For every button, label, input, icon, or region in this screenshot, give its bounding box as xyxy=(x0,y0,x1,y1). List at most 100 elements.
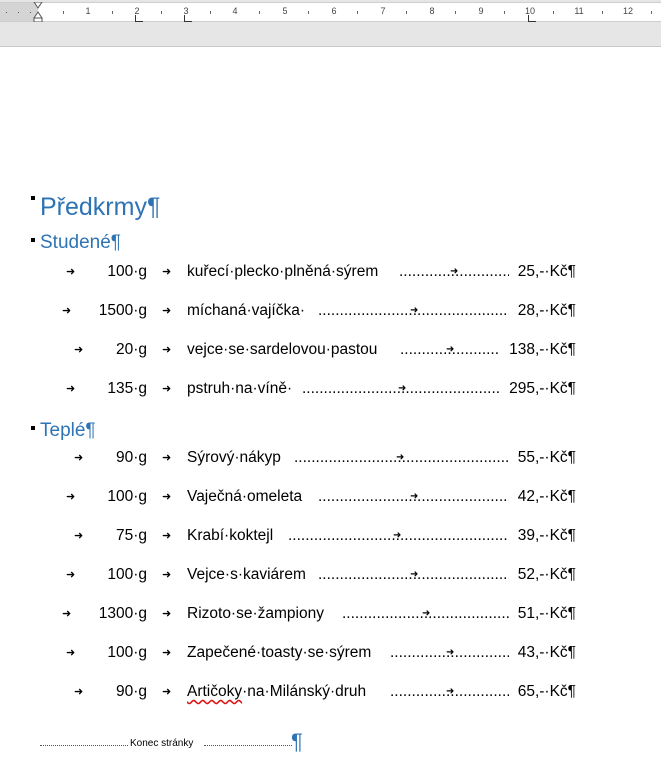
tab-stop-marker[interactable] xyxy=(184,15,192,22)
row-price: 138,-·Kč¶ xyxy=(509,341,576,358)
row-quantity: 20·g xyxy=(115,341,147,358)
ruler-number: 8 xyxy=(429,6,435,16)
pilcrow-icon: ¶ xyxy=(291,729,303,754)
tab-arrow-icon: ➜ xyxy=(162,266,172,278)
tab-arrow-icon: ➜ xyxy=(162,569,172,581)
page-break-line xyxy=(40,745,128,746)
ruler-number: 5 xyxy=(282,6,288,16)
row-item: vejce·se·sardelovou·pastou xyxy=(187,341,378,358)
row-item: kuřecí·plecko·plněná·sýrem xyxy=(187,263,379,280)
ruler-dot xyxy=(18,12,19,13)
row-quantity: 90·g xyxy=(115,449,147,466)
ruler-number: 1 xyxy=(85,6,91,16)
tab-leader: ................................. xyxy=(390,683,509,700)
ruler-tick xyxy=(406,11,407,14)
row-item: míchaná·vajíčka· xyxy=(187,302,306,319)
tab-arrow-icon: ➜ xyxy=(66,647,76,659)
page-break[interactable]: Konec stránky ¶ xyxy=(40,729,310,754)
tab-leader: ........................................… xyxy=(318,488,509,505)
row-quantity: 135·g xyxy=(107,380,147,397)
heading-teple[interactable]: Teplé¶ xyxy=(40,420,96,441)
ruler-number: 10 xyxy=(524,6,535,16)
ruler-number: 11 xyxy=(574,6,584,16)
tab-arrow-icon: ➜ xyxy=(162,491,172,503)
tab-arrow-icon: ➜ xyxy=(393,530,402,541)
ruler-dot xyxy=(6,12,7,13)
tab-arrow-icon: ➜ xyxy=(162,530,172,542)
tab-arrow-icon: ➜ xyxy=(410,569,419,580)
tab-leader: ........................................… xyxy=(318,566,509,583)
row-item: Vaječná·omeleta xyxy=(187,488,303,505)
ruler-tick xyxy=(651,11,652,14)
ruler-tick xyxy=(504,11,505,14)
tab-leader: ............................... xyxy=(399,263,509,280)
row-quantity: 100·g xyxy=(107,566,147,583)
tab-leader: ........................................… xyxy=(342,605,509,622)
ruler-number: 12 xyxy=(622,6,633,16)
indent-marker-icon[interactable] xyxy=(33,2,43,22)
menu-row[interactable]: ➜ 100·g ➜ Zapečené·toasty·se·sýrem .....… xyxy=(0,643,661,663)
tab-arrow-icon: ➜ xyxy=(446,686,455,697)
tab-leader: ........................................… xyxy=(318,302,509,319)
spelling-error-word[interactable]: Artičoky xyxy=(187,683,243,700)
ruler-number: 2 xyxy=(134,6,140,16)
row-quantity: 90·g xyxy=(115,683,147,700)
tab-leader: ............................ xyxy=(400,341,500,358)
ruler-strip: 1 2 3 4 5 6 7 8 9 10 11 12 xyxy=(0,2,661,22)
tab-arrow-icon: ➜ xyxy=(62,305,72,317)
tab-leader: ........................................… xyxy=(288,527,509,544)
tab-arrow-icon: ➜ xyxy=(398,383,407,394)
tab-arrow-icon: ➜ xyxy=(446,647,455,658)
menu-row[interactable]: ➜ 1500·g ➜ míchaná·vajíčka· ............… xyxy=(0,301,661,321)
tab-arrow-icon: ➜ xyxy=(62,608,72,620)
ruler-tick xyxy=(63,11,64,14)
tab-arrow-icon: ➜ xyxy=(162,686,172,698)
ruler-tick xyxy=(357,11,358,14)
row-item-rest: ·na·Milánský·druh xyxy=(242,683,367,700)
tab-arrow-icon: ➜ xyxy=(410,491,419,502)
tab-arrow-icon: ➜ xyxy=(450,266,459,277)
tab-leader: ........................................… xyxy=(302,380,500,397)
row-item: Vejce·s·kaviárem xyxy=(187,566,306,583)
menu-row[interactable]: ➜ 100·g ➜ Vejce·s·kaviárem .............… xyxy=(0,565,661,585)
tab-arrow-icon: ➜ xyxy=(66,491,76,503)
menu-row[interactable]: ➜ 75·g ➜ Krabí·koktejl .................… xyxy=(0,526,661,546)
page-break-line xyxy=(204,745,292,746)
tab-arrow-icon: ➜ xyxy=(422,608,431,619)
tab-arrow-icon: ➜ xyxy=(396,452,405,463)
horizontal-ruler[interactable]: 1 2 3 4 5 6 7 8 9 10 11 12 xyxy=(0,0,661,47)
row-item: pstruh·na·víně· xyxy=(187,380,293,397)
row-price: 42,-·Kč¶ xyxy=(517,488,576,505)
menu-row[interactable]: ➜ 1300·g ➜ Rizoto·se·žampiony ..........… xyxy=(0,604,661,624)
heading-predkrmy[interactable]: Předkrmy¶ xyxy=(40,193,161,221)
menu-row[interactable]: ➜ 100·g ➜ kuřecí·plecko·plněná·sýrem ...… xyxy=(0,262,661,282)
menu-row[interactable]: ➜ 100·g ➜ Vaječná·omeleta ..............… xyxy=(0,487,661,507)
document-page[interactable]: Předkrmy¶ Studené¶ ➜ 100·g ➜ kuřecí·plec… xyxy=(0,47,661,772)
tab-arrow-icon: ➜ xyxy=(410,305,419,316)
tab-arrow-icon: ➜ xyxy=(162,647,172,659)
row-quantity: 100·g xyxy=(107,644,147,661)
tab-arrow-icon: ➜ xyxy=(74,344,84,356)
tab-stop-marker[interactable] xyxy=(135,15,143,22)
ruler-margin-left xyxy=(0,3,38,21)
menu-row[interactable]: ➜ 135·g ➜ pstruh·na·víně· ..............… xyxy=(0,379,661,399)
menu-row[interactable]: ➜ 20·g ➜ vejce·se·sardelovou·pastou ....… xyxy=(0,340,661,360)
menu-row[interactable]: ➜ 90·g ➜ Artičoky·na·Milánský·druh .....… xyxy=(0,682,661,702)
tab-stop-marker[interactable] xyxy=(528,15,536,22)
ruler-tick xyxy=(455,11,456,14)
tab-arrow-icon: ➜ xyxy=(74,452,84,464)
tab-arrow-icon: ➜ xyxy=(66,569,76,581)
heading-studene[interactable]: Studené¶ xyxy=(40,232,121,253)
tab-leader: ........................................… xyxy=(294,449,509,466)
row-price: 65,-·Kč¶ xyxy=(517,683,576,700)
row-item: Artičoky·na·Milánský·druh xyxy=(187,682,366,702)
ruler-number: 6 xyxy=(331,6,337,16)
row-item: Rizoto·se·žampiony xyxy=(187,605,324,622)
paragraph-format-mark xyxy=(31,196,35,200)
ruler-number: 3 xyxy=(183,6,189,16)
row-quantity: 75·g xyxy=(115,527,147,544)
menu-row[interactable]: ➜ 90·g ➜ Sýrový·nákyp ..................… xyxy=(0,448,661,468)
tab-leader: ................................. xyxy=(390,644,509,661)
tab-arrow-icon: ➜ xyxy=(66,266,76,278)
row-item: Zapečené·toasty·se·sýrem xyxy=(187,644,372,661)
